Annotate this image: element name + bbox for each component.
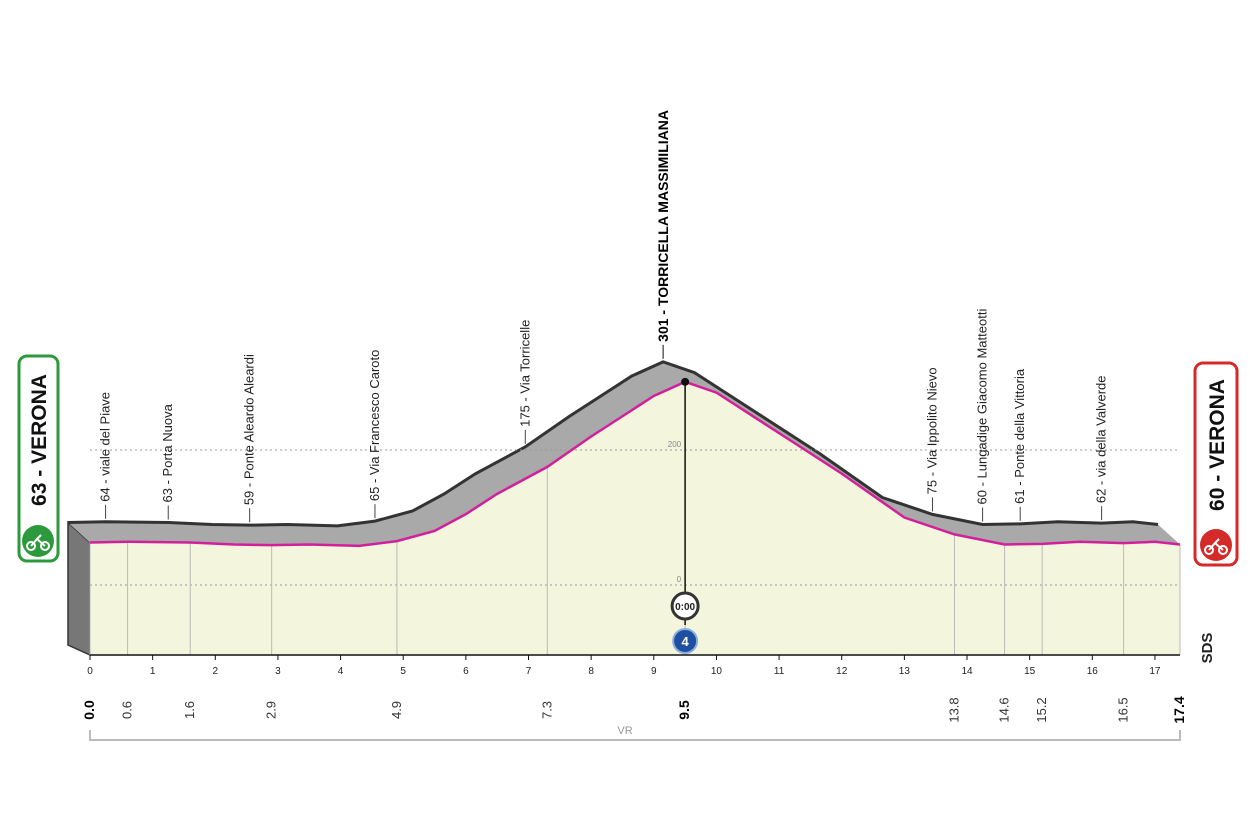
km-label: 15.2 [1034, 697, 1049, 722]
region-label: VR [617, 725, 632, 737]
km-label: 14.6 [997, 697, 1012, 722]
x-tick-label: 4 [338, 666, 344, 677]
km-label: 1.6 [182, 701, 197, 719]
timing-icon [670, 591, 700, 621]
x-tick-label: 17 [1149, 666, 1161, 677]
waypoint-label: 65 - Via Francesco Caroto [367, 350, 382, 502]
km-label: 0.0 [81, 700, 97, 720]
x-tick-label: 12 [836, 666, 848, 677]
profile-side [67, 520, 91, 657]
waypoint-label: 75 - Via Ippolito Nievo [924, 367, 939, 494]
x-tick-label: 3 [275, 666, 281, 677]
start-badge [17, 354, 60, 563]
finish-badge [1193, 361, 1239, 567]
finish-label: 60 - VERONA [1206, 379, 1229, 511]
waypoint-label: 175 - Via Torricelle [517, 320, 532, 427]
summit-dot [681, 377, 690, 386]
km-label: 4.9 [389, 701, 404, 719]
profile-ridge [67, 360, 1159, 528]
x-tick-label: 16 [1087, 666, 1099, 677]
x-tick-label: 2 [213, 666, 219, 677]
x-tick-label: 1 [150, 666, 156, 677]
km-label: 17.4 [1171, 696, 1187, 723]
km-label: 2.9 [264, 701, 279, 719]
waypoint-label: 62 - via della Valverde [1094, 375, 1109, 503]
x-tick-label: 5 [400, 666, 406, 677]
km-label: 0.6 [120, 701, 135, 719]
x-tick-label: 7 [526, 666, 532, 677]
start-label: 63 - VERONA [28, 374, 51, 506]
x-tick-label: 9 [651, 666, 657, 677]
timing-label: 0:00 [675, 602, 695, 613]
x-tick-label: 11 [774, 666, 785, 677]
y-tick-label: 0 [677, 575, 682, 584]
waypoint-label: 60 - Lungadige Giacomo Matteotti [975, 309, 990, 505]
elevation-line [89, 380, 1181, 548]
waypoint-label: 63 - Porta Nuova [160, 403, 175, 502]
waypoint-label: 61 - Ponte della Vittoria [1012, 368, 1027, 504]
km-label: 9.5 [676, 700, 692, 720]
km-label: 7.3 [539, 701, 554, 719]
category-icon [672, 628, 699, 654]
x-tick-label: 0 [87, 666, 93, 677]
x-tick-label: 6 [463, 666, 469, 677]
category-label: 4 [681, 634, 689, 649]
x-tick-label: 15 [1024, 666, 1036, 677]
profile-plane [90, 381, 1180, 655]
km-label: 16.5 [1116, 697, 1131, 722]
region-bracket [89, 730, 1181, 741]
summit-label: 301 - TORRICELLA MASSIMILIANA [655, 110, 671, 342]
x-tick-label: 10 [711, 666, 723, 677]
finish-cyclist [1204, 538, 1228, 555]
x-tick-label: 8 [588, 666, 594, 677]
x-tick-label: 14 [961, 666, 973, 677]
y-tick-label: 200 [668, 440, 682, 449]
km-label: 13.8 [946, 697, 961, 722]
waypoint-label: 59 - Ponte Aleardo Aleardi [242, 354, 257, 505]
start-cyclist [26, 534, 50, 551]
waypoint-label: 64 - viale del Piave [98, 392, 113, 502]
logo: SDS [1199, 633, 1216, 664]
profile-face [68, 361, 1180, 546]
x-tick-label: 13 [899, 666, 911, 677]
